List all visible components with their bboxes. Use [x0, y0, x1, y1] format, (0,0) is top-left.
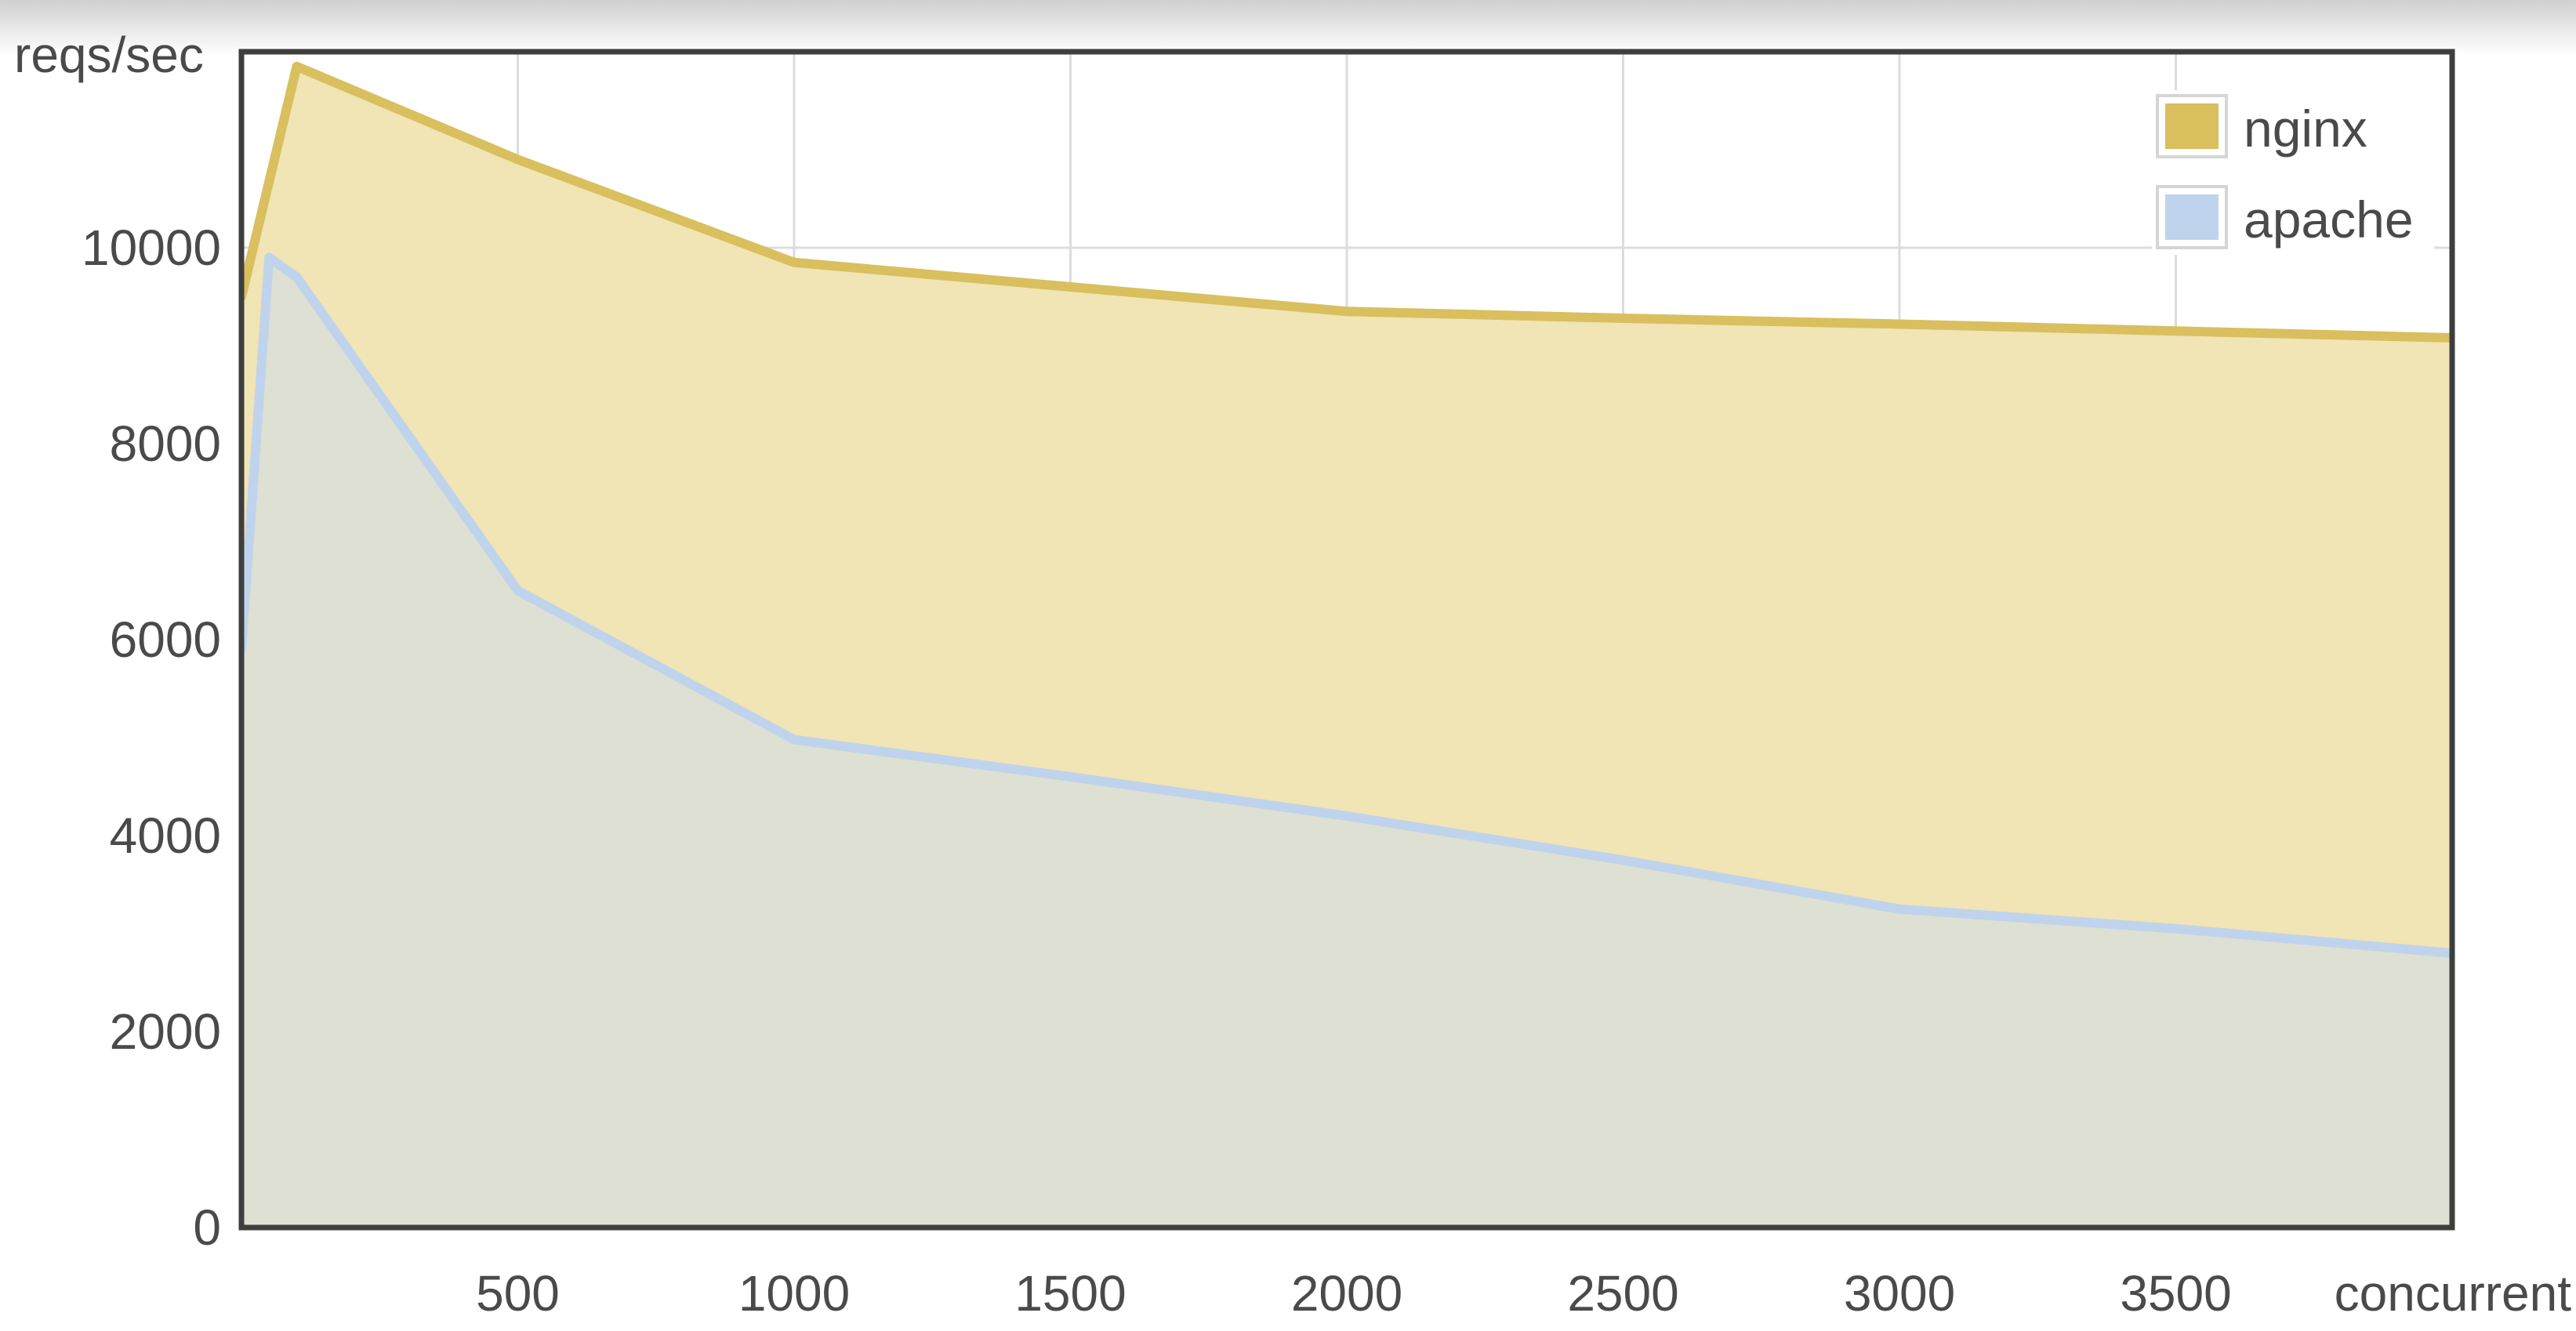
legend-swatch-apache	[2165, 194, 2219, 240]
data-point-nginx-4	[1068, 285, 1073, 289]
y-tick-label-0: 0	[193, 1199, 221, 1256]
legend-label-apache: apache	[2244, 190, 2414, 248]
y-tick-label-5: 10000	[82, 219, 221, 276]
legend-item-nginx: nginx	[2156, 94, 2367, 158]
top-shade	[0, 0, 2576, 55]
data-point-apache-2	[294, 274, 299, 280]
data-point-nginx-1	[294, 63, 299, 69]
legend-label-nginx: nginx	[2244, 100, 2367, 158]
data-point-apache-7	[1620, 858, 1626, 863]
x-tick-label-1: 1000	[738, 1265, 850, 1322]
x-axis-label: concurrent	[2335, 1265, 2572, 1322]
legend-item-apache: apache	[2156, 185, 2414, 249]
y-tick-label-4: 8000	[110, 415, 221, 472]
data-point-apache-3	[515, 588, 521, 593]
x-tick-label-3: 2000	[1291, 1265, 1402, 1322]
y-tick-label-2: 4000	[110, 807, 221, 864]
data-point-apache-8	[1897, 906, 1902, 912]
data-point-apache-4	[792, 737, 796, 742]
data-point-nginx-2	[515, 157, 521, 162]
x-axis-ticks: 500 1000 1500 2000 2500 3000 3500	[476, 1265, 2232, 1322]
x-tick-label-4: 2500	[1567, 1265, 1678, 1322]
series-line-nginx	[241, 61, 2452, 343]
data-point-apache-9	[2173, 926, 2179, 931]
y-axis-label: reqs/sec	[14, 27, 204, 83]
x-tick-label-5: 3000	[1844, 1265, 1955, 1322]
y-axis-ticks: 0 2000 4000 6000 8000 10000	[82, 219, 221, 1256]
data-point-nginx-8	[2173, 328, 2179, 334]
legend: nginx apache	[2152, 90, 2434, 255]
data-point-apache-6	[1344, 814, 1349, 818]
y-tick-label-3: 6000	[110, 611, 221, 668]
data-point-nginx-5	[1344, 309, 1349, 314]
data-point-nginx-7	[1897, 321, 1902, 327]
data-point-nginx-3	[792, 259, 796, 265]
series-area-apache	[241, 257, 2452, 1228]
data-point-nginx-6	[1620, 316, 1626, 321]
x-tick-label-6: 3500	[2120, 1265, 2231, 1322]
data-point-apache-1	[267, 255, 272, 260]
plot-border	[238, 49, 2455, 1231]
legend-swatch-nginx	[2165, 103, 2219, 149]
x-tick-label-2: 1500	[1014, 1265, 1126, 1322]
data-point-apache-5	[1068, 774, 1073, 779]
series-layer	[241, 61, 2452, 1228]
x-tick-label-0: 500	[476, 1265, 560, 1322]
y-tick-label-1: 2000	[110, 1003, 221, 1060]
